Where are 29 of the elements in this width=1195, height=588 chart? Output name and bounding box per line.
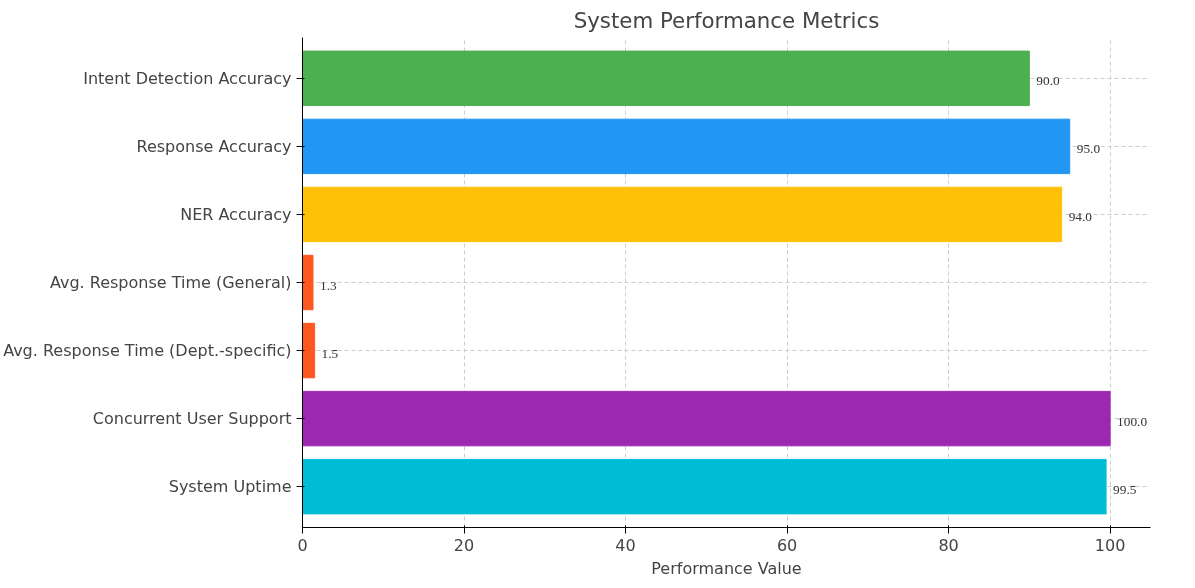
bar <box>302 322 316 379</box>
y-tick-label: NER Accuracy <box>180 204 292 224</box>
y-tick-label: Intent Detection Accuracy <box>83 68 292 88</box>
bar <box>302 458 1107 515</box>
y-tick-label: Concurrent User Support <box>92 409 292 429</box>
y-tick-label: Avg. Response Time (General) <box>49 273 292 292</box>
chart-title: System Performance Metrics <box>573 7 880 33</box>
x-axis-title: Performance Value <box>651 558 802 578</box>
y-tick-label: Response Accuracy <box>136 136 292 156</box>
bar <box>302 254 314 311</box>
y-tick-label: System Uptime <box>168 477 292 497</box>
x-tick-label: 60 <box>776 535 798 555</box>
data-label: 1.5 <box>321 345 339 361</box>
data-label: 1.3 <box>320 277 337 293</box>
data-label: 99.5 <box>1113 481 1137 497</box>
bar <box>302 118 1071 175</box>
data-label: 95.0 <box>1076 141 1101 157</box>
bar <box>302 50 1030 107</box>
data-label: 90.0 <box>1036 73 1061 89</box>
x-tick-label: 20 <box>453 535 475 555</box>
bar <box>302 186 1063 243</box>
data-label: 100.0 <box>1117 413 1148 429</box>
x-tick-label: 0 <box>297 535 308 555</box>
data-label: 94.0 <box>1068 209 1093 225</box>
x-tick-label: 40 <box>615 535 636 555</box>
x-tick-label: 100 <box>1094 535 1126 555</box>
bar <box>302 390 1111 447</box>
x-tick-label: 80 <box>938 535 959 555</box>
y-tick-label: Avg. Response Time (Dept.-specific) <box>3 341 292 361</box>
